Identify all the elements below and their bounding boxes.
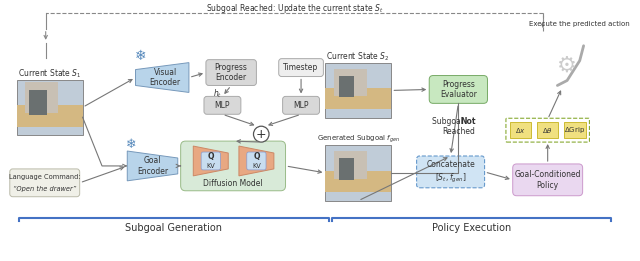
Text: ❄: ❄	[126, 138, 136, 151]
Text: Q: Q	[253, 152, 260, 162]
Polygon shape	[239, 146, 274, 176]
Text: Goal-Conditioned
Policy: Goal-Conditioned Policy	[515, 170, 581, 189]
Text: Progress
Evaluator: Progress Evaluator	[440, 80, 477, 99]
Bar	[334, 69, 367, 96]
Text: Reached: Reached	[442, 127, 475, 136]
FancyBboxPatch shape	[247, 152, 266, 170]
Text: Language Command:: Language Command:	[9, 174, 81, 180]
Text: $[S_t, f_{gen}]$: $[S_t, f_{gen}]$	[435, 172, 467, 185]
Text: KV: KV	[206, 163, 215, 169]
Polygon shape	[136, 63, 189, 92]
Text: Generated Subgoal $f_{gen}$: Generated Subgoal $f_{gen}$	[317, 133, 400, 145]
Bar	[334, 151, 367, 179]
Text: Diffusion Model: Diffusion Model	[204, 179, 263, 188]
FancyBboxPatch shape	[279, 59, 323, 76]
FancyBboxPatch shape	[283, 96, 319, 114]
Bar	[17, 105, 83, 127]
Text: ⚙: ⚙	[557, 56, 577, 76]
Text: Progress
Encoder: Progress Encoder	[214, 63, 248, 82]
FancyBboxPatch shape	[429, 75, 488, 103]
Text: $h_t$: $h_t$	[213, 87, 222, 100]
Bar	[339, 75, 355, 97]
Text: Goal
Encoder: Goal Encoder	[137, 156, 168, 176]
FancyBboxPatch shape	[180, 141, 285, 191]
Bar	[325, 63, 392, 118]
Text: KV: KV	[252, 163, 260, 169]
Text: $\Delta x$: $\Delta x$	[515, 126, 526, 135]
Bar	[339, 158, 355, 180]
Text: Current State $S_2$: Current State $S_2$	[326, 50, 390, 63]
Text: $\Delta\theta$: $\Delta\theta$	[542, 126, 553, 135]
Text: Not: Not	[460, 117, 476, 126]
Text: Policy Execution: Policy Execution	[433, 223, 511, 233]
Text: Visual
Encoder: Visual Encoder	[150, 68, 180, 87]
Text: ❄: ❄	[135, 49, 147, 63]
Text: Subgoal Reached: Update the current state $S_t$: Subgoal Reached: Update the current stat…	[207, 3, 384, 15]
FancyBboxPatch shape	[417, 156, 484, 188]
Text: +: +	[256, 128, 267, 141]
Bar	[325, 171, 392, 192]
FancyBboxPatch shape	[201, 152, 220, 170]
Bar	[17, 80, 83, 135]
Text: “Open the drawer”: “Open the drawer”	[13, 186, 76, 192]
Text: Subgoal Generation: Subgoal Generation	[125, 223, 222, 233]
FancyBboxPatch shape	[204, 96, 241, 114]
Text: MLP: MLP	[293, 101, 309, 110]
FancyBboxPatch shape	[206, 60, 257, 85]
Text: Subgoal: Subgoal	[432, 117, 465, 126]
Text: $\Delta$Grip: $\Delta$Grip	[564, 125, 586, 135]
Polygon shape	[127, 151, 178, 181]
FancyBboxPatch shape	[513, 164, 582, 196]
Polygon shape	[193, 146, 228, 176]
Bar	[325, 145, 392, 201]
Text: MLP: MLP	[214, 101, 230, 110]
Bar	[564, 122, 586, 138]
Bar	[26, 82, 58, 113]
Bar	[325, 88, 392, 109]
Text: Execute the predicted action: Execute the predicted action	[529, 21, 630, 27]
Text: Q: Q	[207, 152, 214, 162]
Text: Timestep: Timestep	[284, 63, 319, 72]
Bar	[510, 122, 531, 138]
Bar	[29, 90, 47, 115]
Bar	[537, 122, 558, 138]
FancyBboxPatch shape	[10, 169, 80, 197]
Text: Current State $S_1$: Current State $S_1$	[18, 67, 81, 80]
Circle shape	[253, 126, 269, 142]
Text: Concatenate: Concatenate	[426, 161, 475, 169]
